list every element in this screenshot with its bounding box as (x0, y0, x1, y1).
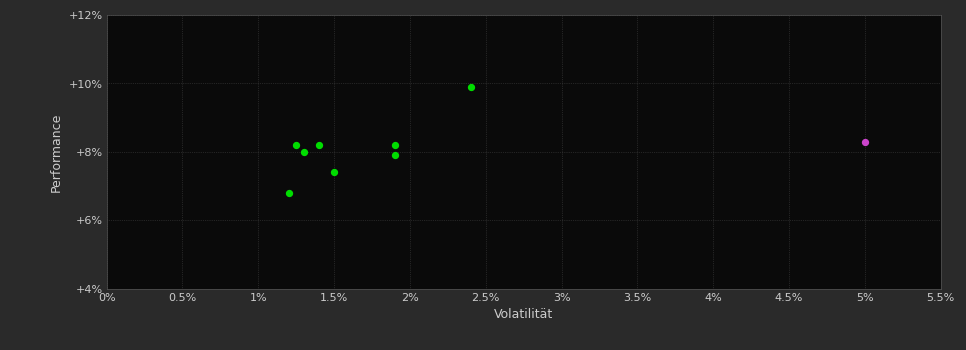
Point (327, 170, 342, 175)
Point (387, 142, 403, 148)
Point (311, 142, 327, 148)
X-axis label: Volatilität: Volatilität (494, 308, 554, 321)
Y-axis label: Performance: Performance (50, 112, 63, 191)
Point (463, 84, 478, 90)
Point (296, 149, 311, 155)
Point (857, 139, 872, 145)
Point (281, 190, 297, 196)
Point (289, 142, 304, 148)
Point (387, 153, 403, 158)
